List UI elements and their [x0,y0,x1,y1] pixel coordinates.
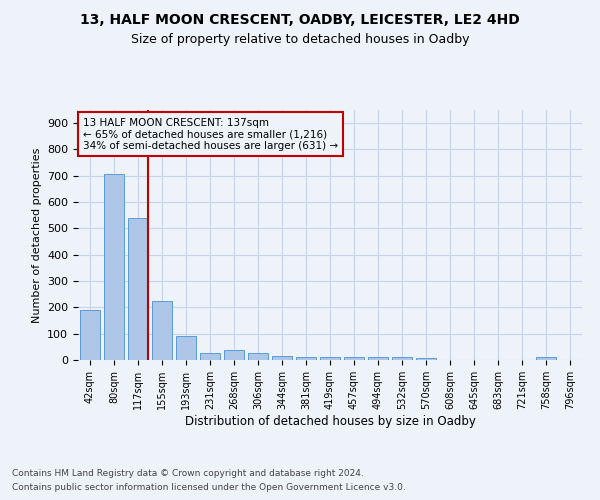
Bar [248,354,268,360]
Bar [272,356,292,360]
Bar [224,350,244,360]
X-axis label: Distribution of detached houses by size in Oadby: Distribution of detached houses by size … [185,414,475,428]
Bar [368,358,388,360]
Bar [176,336,196,360]
Bar [200,352,220,360]
Bar [296,356,316,360]
Bar [344,357,364,360]
Text: Contains HM Land Registry data © Crown copyright and database right 2024.: Contains HM Land Registry data © Crown c… [12,468,364,477]
Bar [152,301,172,360]
Bar [104,174,124,360]
Bar [536,358,556,360]
Text: 13 HALF MOON CRESCENT: 137sqm
← 65% of detached houses are smaller (1,216)
34% o: 13 HALF MOON CRESCENT: 137sqm ← 65% of d… [83,118,338,150]
Text: 13, HALF MOON CRESCENT, OADBY, LEICESTER, LE2 4HD: 13, HALF MOON CRESCENT, OADBY, LEICESTER… [80,12,520,26]
Text: Contains public sector information licensed under the Open Government Licence v3: Contains public sector information licen… [12,484,406,492]
Bar [128,218,148,360]
Y-axis label: Number of detached properties: Number of detached properties [32,148,41,322]
Bar [80,310,100,360]
Text: Size of property relative to detached houses in Oadby: Size of property relative to detached ho… [131,32,469,46]
Bar [416,358,436,360]
Bar [392,358,412,360]
Bar [320,357,340,360]
